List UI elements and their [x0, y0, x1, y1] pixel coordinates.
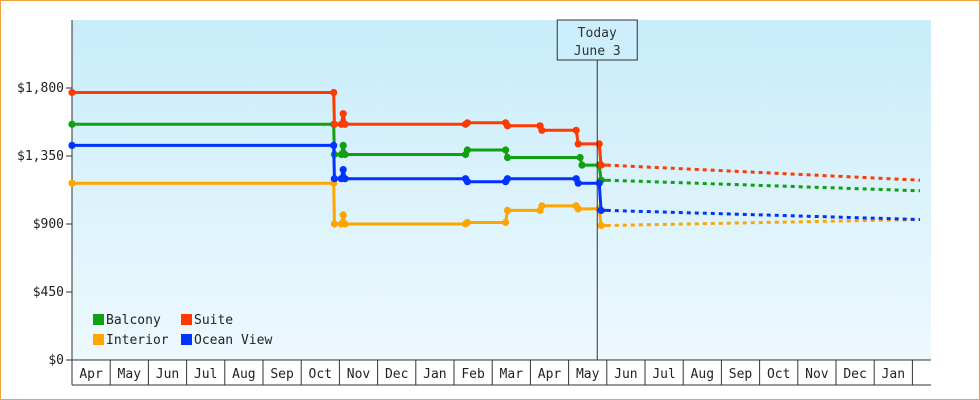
- legend-label: Balcony: [106, 313, 161, 328]
- data-point: [597, 161, 605, 169]
- data-point: [68, 88, 76, 97]
- data-point: [463, 119, 471, 127]
- x-tick-label: Mar: [500, 367, 524, 382]
- data-point: [538, 126, 546, 134]
- data-point: [339, 141, 347, 149]
- data-point: [330, 141, 338, 149]
- data-point: [572, 126, 580, 134]
- y-tick-label: $450: [33, 285, 64, 300]
- today-callout-box: [556, 19, 638, 61]
- today-title: Today: [578, 26, 617, 41]
- data-point: [597, 221, 605, 230]
- data-point: [339, 166, 347, 174]
- data-point: [574, 140, 582, 148]
- x-tick-label: Jun: [156, 367, 179, 382]
- data-point: [68, 141, 76, 149]
- data-point: [574, 179, 582, 187]
- legend-swatch: [181, 314, 192, 325]
- y-tick-label: $1,800: [17, 81, 64, 96]
- legend: Balcony Suite Interior Ocean View: [93, 313, 272, 348]
- x-tick-label: Sep: [729, 367, 753, 382]
- legend-swatch: [93, 334, 104, 345]
- series-suite: [68, 88, 921, 182]
- legend-label: Ocean View: [194, 333, 272, 348]
- data-point: [339, 110, 347, 118]
- x-tick-label: Nov: [347, 367, 371, 382]
- x-tick-label: Oct: [767, 367, 790, 382]
- x-tick-label: Jul: [194, 367, 217, 382]
- data-point: [503, 206, 512, 214]
- data-point: [502, 146, 510, 154]
- data-point: [463, 218, 471, 227]
- data-point: [463, 178, 471, 186]
- x-tick-label: May: [118, 367, 142, 382]
- legend-swatch: [93, 314, 104, 325]
- data-point: [578, 161, 586, 169]
- today-marker: Today June 3: [556, 19, 638, 360]
- x-tick-label: Oct: [309, 367, 332, 382]
- data-point: [68, 179, 76, 187]
- data-point: [330, 175, 338, 183]
- data-point: [330, 88, 338, 97]
- x-tick-label: Sep: [270, 367, 294, 382]
- y-axis: $0 $450 $900 $1,350 $1,800: [17, 20, 73, 368]
- x-tick-label: Dec: [385, 367, 408, 382]
- x-tick-label: Aug: [232, 367, 255, 382]
- data-point: [595, 140, 603, 148]
- x-tick-label: Apr: [538, 367, 562, 382]
- x-tick-label: Jul: [652, 367, 675, 382]
- data-point: [341, 150, 349, 159]
- data-point: [341, 120, 349, 128]
- plot-area: [72, 20, 931, 360]
- data-point: [339, 211, 347, 219]
- y-tick-label: $900: [33, 217, 64, 232]
- data-point: [597, 206, 605, 214]
- data-point: [330, 220, 338, 228]
- data-point: [503, 175, 512, 183]
- x-tick-label: Dec: [843, 367, 866, 382]
- x-tick-label: Nov: [805, 367, 829, 382]
- data-point: [576, 153, 584, 162]
- data-point: [341, 220, 349, 228]
- x-tick-label: Jan: [423, 367, 446, 382]
- y-tick-label: $0: [48, 353, 64, 368]
- y-tick-label: $1,350: [17, 149, 64, 164]
- x-tick-label: May: [576, 367, 600, 382]
- data-point: [463, 146, 471, 154]
- data-point: [538, 202, 546, 210]
- series-layer: [68, 88, 921, 230]
- x-tick-label: Apr: [79, 367, 103, 382]
- x-tick-label: Jan: [882, 367, 905, 382]
- x-axis: Apr May Jun Jul Aug Sep Oct Nov Dec Jan Feb Mar Apr M…: [71, 359, 931, 386]
- data-point: [68, 120, 76, 128]
- data-point: [502, 218, 510, 227]
- data-point: [595, 179, 603, 187]
- legend-swatch: [181, 334, 192, 345]
- x-tick-label: Aug: [691, 367, 714, 382]
- series-ocean-view: [68, 141, 921, 221]
- data-point: [574, 205, 582, 213]
- data-point: [330, 120, 338, 128]
- legend-label: Interior: [106, 333, 169, 348]
- x-tick-label: Jun: [614, 367, 637, 382]
- x-tick-label: Feb: [461, 367, 485, 382]
- data-point: [341, 175, 349, 183]
- data-point: [503, 153, 512, 162]
- today-date: June 3: [574, 44, 621, 59]
- data-point: [503, 122, 512, 130]
- legend-label: Suite: [194, 313, 233, 328]
